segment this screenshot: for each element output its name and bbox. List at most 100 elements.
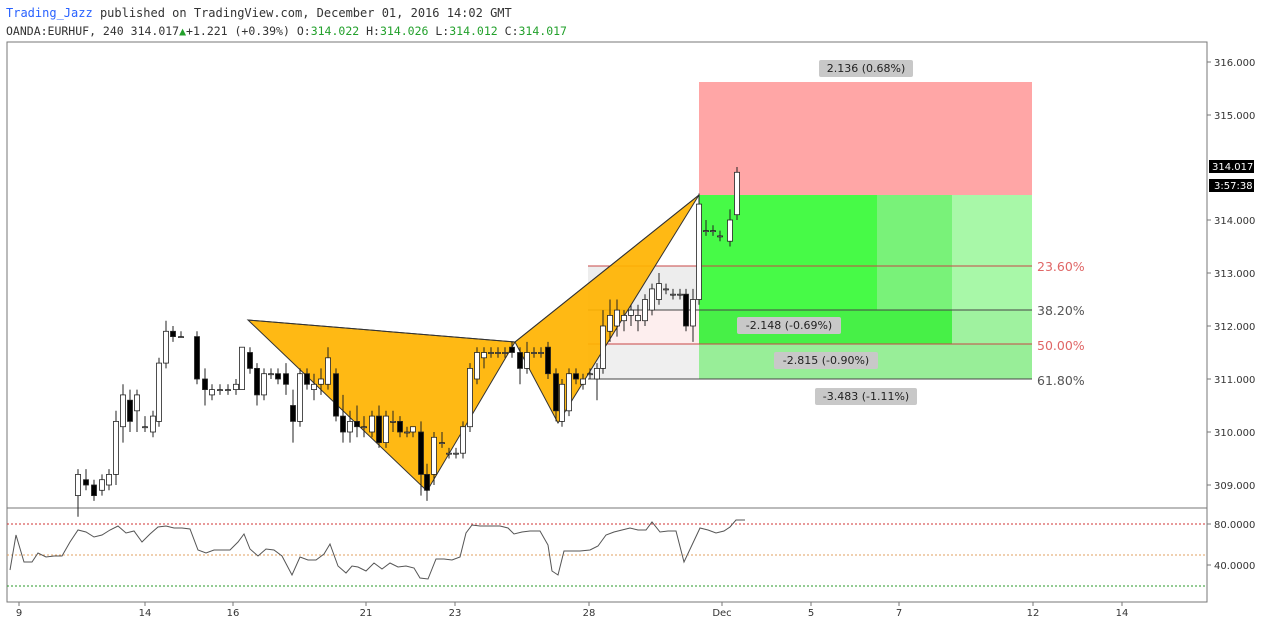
candle-body[interactable] bbox=[545, 346, 551, 375]
candle-body[interactable] bbox=[734, 171, 740, 216]
candle-body[interactable] bbox=[690, 299, 696, 327]
candle-body[interactable] bbox=[431, 436, 437, 475]
candle-body[interactable] bbox=[390, 420, 396, 423]
candlestick-series[interactable] bbox=[75, 167, 740, 517]
candle-body[interactable] bbox=[453, 452, 459, 455]
candle-body[interactable] bbox=[333, 373, 339, 417]
candle-body[interactable] bbox=[418, 431, 424, 475]
position-zones[interactable] bbox=[699, 82, 1032, 379]
candle-body[interactable] bbox=[233, 383, 239, 390]
candle-body[interactable] bbox=[642, 299, 648, 322]
candle-body[interactable] bbox=[531, 352, 537, 354]
stop-loss-zone[interactable] bbox=[699, 82, 1032, 195]
candle-body[interactable] bbox=[150, 415, 156, 433]
candle-body[interactable] bbox=[261, 373, 267, 396]
candle-body[interactable] bbox=[376, 415, 382, 444]
candle-body[interactable] bbox=[656, 283, 662, 300]
candle-body[interactable] bbox=[318, 378, 324, 385]
candle-body[interactable] bbox=[217, 389, 223, 392]
candle-body[interactable] bbox=[290, 405, 296, 422]
candle-body[interactable] bbox=[696, 203, 702, 300]
candle-body[interactable] bbox=[488, 352, 494, 354]
candle-body[interactable] bbox=[268, 373, 274, 376]
candle-body[interactable] bbox=[354, 420, 360, 428]
symbol-label[interactable]: OANDA:EURHUF, 240 bbox=[6, 24, 124, 38]
candle-body[interactable] bbox=[621, 314, 627, 322]
candle-body[interactable] bbox=[587, 373, 593, 376]
candle-body[interactable] bbox=[170, 330, 176, 337]
candle-body[interactable] bbox=[677, 293, 683, 296]
pattern-triangle-xab[interactable] bbox=[246, 319, 516, 492]
candle-body[interactable] bbox=[142, 426, 148, 429]
rsi-pane[interactable] bbox=[7, 519, 1207, 587]
candle-body[interactable] bbox=[325, 357, 331, 385]
rsi-axis[interactable]: 80.0000 40.0000 bbox=[1207, 520, 1255, 572]
candle-body[interactable] bbox=[297, 373, 303, 422]
candle-body[interactable] bbox=[614, 309, 620, 327]
candle-body[interactable] bbox=[594, 367, 600, 380]
candle-body[interactable] bbox=[75, 473, 81, 496]
candle-body[interactable] bbox=[113, 420, 119, 475]
candle-body[interactable] bbox=[628, 309, 634, 316]
candle-body[interactable] bbox=[635, 314, 641, 322]
candle-body[interactable] bbox=[717, 235, 723, 238]
candle-body[interactable] bbox=[369, 415, 375, 433]
candle-body[interactable] bbox=[134, 394, 140, 412]
target-zone-1[interactable] bbox=[699, 195, 877, 310]
candle-body[interactable] bbox=[91, 484, 97, 496]
candle-body[interactable] bbox=[247, 352, 253, 369]
candle-body[interactable] bbox=[509, 346, 515, 353]
candle-body[interactable] bbox=[446, 452, 452, 455]
candle-body[interactable] bbox=[538, 352, 544, 354]
candle-body[interactable] bbox=[495, 352, 501, 354]
candle-body[interactable] bbox=[340, 415, 346, 433]
candle-body[interactable] bbox=[397, 420, 403, 433]
candle-body[interactable] bbox=[683, 293, 689, 327]
candle-body[interactable] bbox=[566, 373, 572, 412]
candle-body[interactable] bbox=[347, 420, 353, 433]
candle-body[interactable] bbox=[600, 325, 606, 369]
candle-body[interactable] bbox=[524, 352, 530, 369]
candle-body[interactable] bbox=[311, 383, 317, 390]
candle-body[interactable] bbox=[580, 378, 586, 385]
candle-body[interactable] bbox=[99, 479, 105, 491]
candle-body[interactable] bbox=[106, 473, 112, 486]
candle-body[interactable] bbox=[163, 330, 169, 364]
candle-body[interactable] bbox=[607, 314, 613, 332]
candle-body[interactable] bbox=[239, 346, 245, 391]
candle-body[interactable] bbox=[474, 352, 480, 380]
candle-body[interactable] bbox=[404, 431, 410, 434]
candle-body[interactable] bbox=[178, 336, 184, 339]
candle-body[interactable] bbox=[383, 415, 389, 444]
candle-body[interactable] bbox=[460, 426, 466, 454]
candle-body[interactable] bbox=[517, 352, 523, 369]
candle-body[interactable] bbox=[670, 293, 676, 296]
fib-lines[interactable]: 23.60% 38.20% 50.00% 61.80% bbox=[588, 259, 1085, 388]
candle-body[interactable] bbox=[467, 367, 473, 428]
candle-body[interactable] bbox=[275, 373, 281, 380]
candle-body[interactable] bbox=[727, 219, 733, 242]
candle-body[interactable] bbox=[209, 389, 215, 396]
candle-body[interactable] bbox=[127, 399, 133, 422]
candle-body[interactable] bbox=[194, 336, 200, 380]
candle-body[interactable] bbox=[481, 352, 487, 359]
candle-body[interactable] bbox=[649, 288, 655, 311]
candle-body[interactable] bbox=[703, 230, 709, 233]
price-axis[interactable]: 316.000 315.000 314.000 313.000 312.000 … bbox=[1207, 58, 1255, 492]
candle-body[interactable] bbox=[410, 426, 416, 433]
candle-body[interactable] bbox=[553, 373, 559, 412]
candle-body[interactable] bbox=[361, 426, 367, 429]
time-axis[interactable]: 9 14 16 21 23 28 Dec 5 7 12 14 bbox=[16, 602, 1129, 619]
candle-body[interactable] bbox=[156, 362, 162, 422]
candle-body[interactable] bbox=[304, 373, 310, 385]
candle-body[interactable] bbox=[573, 373, 579, 380]
candle-body[interactable] bbox=[559, 383, 565, 422]
candle-body[interactable] bbox=[710, 230, 716, 233]
candle-body[interactable] bbox=[439, 442, 445, 445]
candle-body[interactable] bbox=[424, 473, 430, 491]
candle-body[interactable] bbox=[283, 373, 289, 385]
candle-body[interactable] bbox=[502, 352, 508, 354]
candle-body[interactable] bbox=[120, 394, 126, 428]
candle-body[interactable] bbox=[83, 479, 89, 486]
